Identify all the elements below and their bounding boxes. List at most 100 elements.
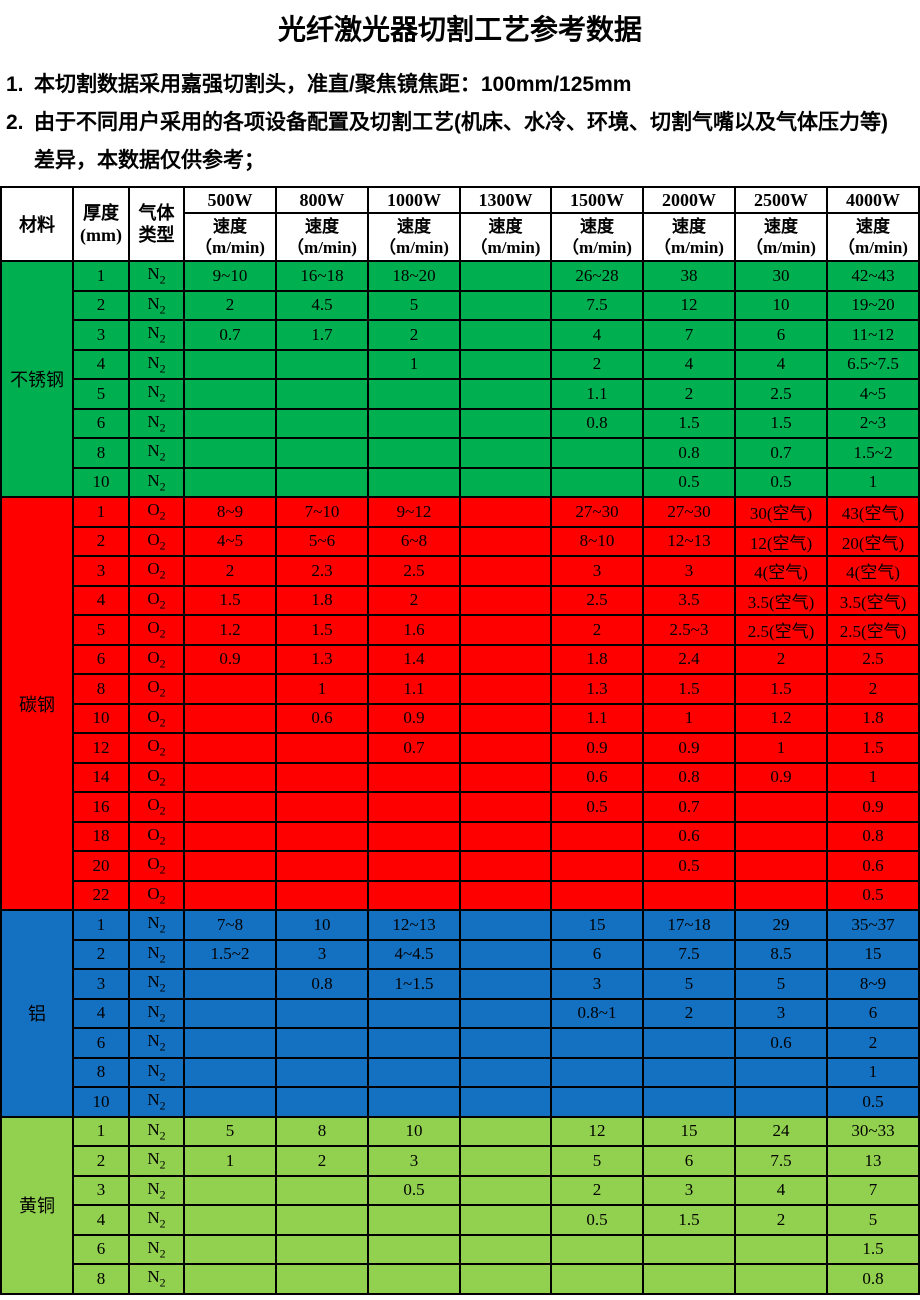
speed-cell-1300w	[459, 525, 552, 557]
gas-subscript: 2	[159, 862, 166, 877]
speed-cell-1300w	[459, 496, 552, 528]
speed-cell-500w	[183, 820, 277, 852]
speed-cell-1500w	[550, 1233, 644, 1265]
table-row: 2 N2 2 4.5 5 7.5 12 10 19~20	[1, 289, 920, 321]
gas-cell: O2	[128, 614, 185, 646]
speed-cell-4000w: 5	[826, 1204, 920, 1236]
thickness-cell: 2	[72, 1145, 130, 1177]
speed-cell-4000w: 2	[826, 1027, 920, 1059]
thickness-cell: 3	[72, 555, 130, 587]
speed-cell-1500w	[550, 1086, 644, 1118]
speed-cell-1300w	[459, 407, 552, 439]
table-row: 3 O2 2 2.3 2.5 3 3 4(空气) 4(空气)	[1, 555, 920, 587]
speed-cell-1300w	[459, 909, 552, 941]
thickness-cell: 10	[72, 702, 130, 734]
speed-cell-1300w	[459, 555, 552, 587]
header-power-1000w: 1000W	[367, 186, 461, 214]
speed-cell-2000w: 12	[642, 289, 736, 321]
speed-cell-500w	[183, 732, 277, 764]
thickness-cell: 5	[72, 378, 130, 410]
speed-cell-2000w: 1.5	[642, 1204, 736, 1236]
speed-cell-4000w: 15	[826, 938, 920, 970]
speed-cell-4000w: 43(空气)	[826, 496, 920, 528]
table-row: 5 O2 1.2 1.5 1.6 2 2.5~3 2.5(空气) 2.5(空气)	[1, 614, 920, 646]
speed-cell-1000w: 0.7	[367, 732, 461, 764]
header-power-1300w: 1300W	[459, 186, 552, 214]
speed-cell-800w: 4.5	[275, 289, 369, 321]
speed-cell-4000w: 2~3	[826, 407, 920, 439]
material-cell: 不锈钢	[0, 260, 74, 498]
header-material: 材料	[0, 186, 74, 262]
gas-cell: N2	[128, 437, 185, 469]
speed-cell-800w	[275, 1233, 369, 1265]
speed-cell-4000w: 1	[826, 466, 920, 498]
speed-cell-2000w: 0.8	[642, 437, 736, 469]
speed-cell-1000w	[367, 1263, 461, 1295]
table-row: 4 N2 1 2 4 4 6.5~7.5	[1, 348, 920, 380]
speed-cell-2000w: 6	[642, 1145, 736, 1177]
speed-cell-1300w	[459, 997, 552, 1029]
table-row: 5 N2 1.1 2 2.5 4~5	[1, 378, 920, 410]
speed-cell-1500w: 2	[550, 1174, 644, 1206]
speed-cell-2500w: 3.5(空气)	[734, 584, 828, 616]
header-line: 速度	[672, 216, 706, 236]
speed-cell-1000w: 1.1	[367, 673, 461, 705]
header-line: 速度	[213, 216, 247, 236]
speed-cell-500w	[183, 1263, 277, 1295]
speed-cell-500w	[183, 1204, 277, 1236]
speed-cell-4000w: 1	[826, 761, 920, 793]
thickness-cell: 12	[72, 732, 130, 764]
gas-subscript: 2	[159, 655, 166, 670]
speed-cell-2000w: 5	[642, 968, 736, 1000]
gas-subscript: 2	[159, 1275, 166, 1290]
speed-cell-2500w: 29	[734, 909, 828, 941]
speed-cell-1000w	[367, 1086, 461, 1118]
header-row-speed: 速度 （m/min) 速度 （m/min) 速度 （m/min) 速度 （m/min) 速度 （m…	[1, 212, 920, 262]
table-row: 2 O2 4~5 5~6 6~8 8~10 12~13 12(空气) 20(空气)	[1, 525, 920, 557]
thickness-cell: 4	[72, 584, 130, 616]
header-line: （m/min)	[746, 238, 816, 257]
gas-cell: O2	[128, 496, 185, 528]
speed-cell-1000w: 0.5	[367, 1174, 461, 1206]
gas-subscript: 2	[159, 1245, 166, 1260]
header-speed-unit: 速度 （m/min)	[734, 212, 828, 262]
speed-cell-4000w: 6	[826, 997, 920, 1029]
gas-subscript: 2	[159, 596, 166, 611]
header-power-2500w: 2500W	[734, 186, 828, 214]
speed-cell-1300w	[459, 1115, 552, 1147]
table-row: 10 O2 0.6 0.9 1.1 1 1.2 1.8	[1, 702, 920, 734]
thickness-cell: 1	[72, 909, 130, 941]
speed-cell-1500w: 0.8~1	[550, 997, 644, 1029]
table-row: 3 N2 0.8 1~1.5 3 5 5 8~9	[1, 968, 920, 1000]
thickness-cell: 3	[72, 1174, 130, 1206]
speed-cell-1300w	[459, 702, 552, 734]
speed-cell-1300w	[459, 1027, 552, 1059]
speed-cell-1500w: 0.5	[550, 1204, 644, 1236]
speed-cell-800w: 2	[275, 1145, 369, 1177]
speed-cell-800w	[275, 378, 369, 410]
speed-cell-1300w	[459, 879, 552, 911]
speed-cell-4000w: 13	[826, 1145, 920, 1177]
speed-cell-2000w: 7.5	[642, 938, 736, 970]
header-line: (mm)	[80, 225, 122, 245]
speed-cell-1300w	[459, 437, 552, 469]
gas-subscript: 2	[159, 980, 166, 995]
thickness-cell: 4	[72, 997, 130, 1029]
speed-cell-2500w: 6	[734, 319, 828, 351]
speed-cell-2500w: 2	[734, 643, 828, 675]
speed-cell-4000w: 1	[826, 1056, 920, 1088]
speed-cell-500w	[183, 407, 277, 439]
speed-cell-500w	[183, 378, 277, 410]
speed-cell-2000w: 2	[642, 378, 736, 410]
speed-cell-1500w: 1.1	[550, 702, 644, 734]
gas-subscript: 2	[159, 1009, 166, 1024]
gas-cell: O2	[128, 820, 185, 852]
header-line: （m/min)	[654, 238, 724, 257]
speed-cell-1500w: 2	[550, 614, 644, 646]
speed-cell-4000w: 0.6	[826, 850, 920, 882]
speed-cell-1500w	[550, 437, 644, 469]
header-line: 厚度	[83, 202, 119, 223]
header-line: （m/min)	[562, 238, 632, 257]
speed-cell-2000w: 15	[642, 1115, 736, 1147]
speed-cell-500w	[183, 437, 277, 469]
